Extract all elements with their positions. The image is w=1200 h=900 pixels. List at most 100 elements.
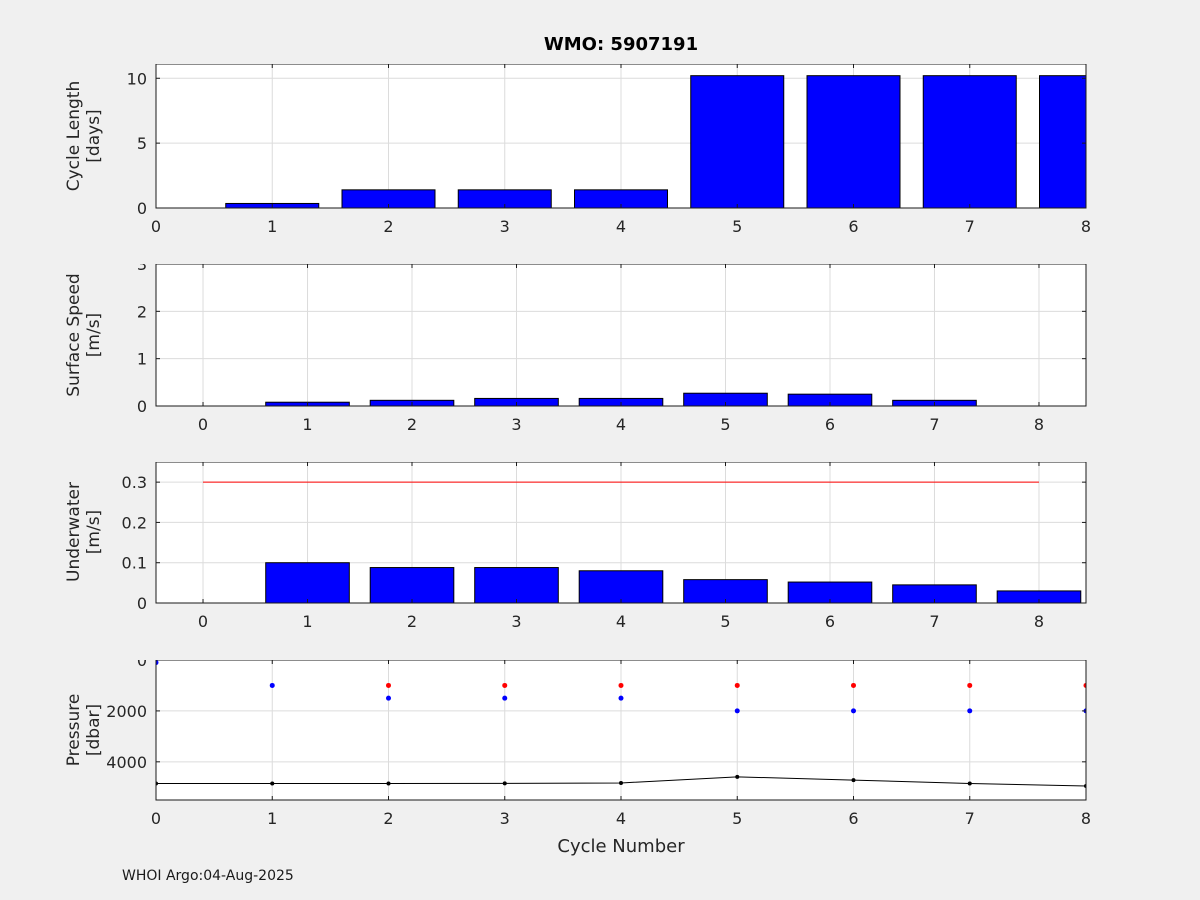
max-pressure-marker [735, 774, 740, 779]
profile-pressure-series [386, 682, 1086, 688]
x-tick-label: 2 [383, 217, 393, 236]
profile-pressure-marker [967, 682, 973, 688]
bar-cycle-4 [578, 570, 664, 603]
bars [225, 75, 1086, 208]
y-tick-label: 0.3 [122, 473, 147, 492]
x-tick-labels: 0 1 2 3 4 5 6 7 8 [198, 415, 1044, 434]
bar-cycle-3 [457, 189, 552, 208]
x-tick-label: 2 [383, 809, 393, 828]
bar-cycle-8 [996, 590, 1082, 603]
axes-box [155, 64, 1087, 209]
bar-cycle-4 [574, 189, 668, 208]
x-tick-label: 6 [825, 612, 835, 631]
x-tick-label: 8 [1081, 217, 1091, 236]
x-axis-label: Cycle Number [557, 836, 685, 857]
bar-cycle-7 [922, 75, 1017, 208]
park-pressure-marker [502, 695, 508, 701]
profile-pressure-marker [502, 682, 508, 688]
max-pressure-marker [851, 778, 856, 783]
axes-box [155, 660, 1087, 801]
x-tick-label: 3 [500, 217, 510, 236]
park-pressure-marker [386, 695, 391, 701]
max-pressure-marker [270, 781, 275, 786]
x-tick-labels: 0 1 2 3 4 5 6 7 8 [151, 809, 1091, 828]
x-tick-label: 0 [198, 415, 208, 434]
x-tick-label: 3 [511, 415, 521, 434]
x-tick-label: 4 [616, 415, 626, 434]
cycle-length-data [225, 75, 1086, 208]
bar-cycle-2 [341, 189, 436, 208]
x-tick-label: 3 [500, 809, 510, 828]
axes-box [155, 264, 1087, 407]
profile-pressure-marker [851, 682, 856, 688]
bar-cycle-2 [369, 567, 455, 603]
x-tick-label: 1 [302, 415, 312, 434]
y-tick-label: 5 [137, 134, 147, 153]
pressure-data [156, 660, 1086, 788]
surface-speed-plot: 0 1 2 3 4 5 6 7 8 0 1 2 3 [137, 264, 1087, 434]
axes-box [155, 462, 1087, 604]
y-tick-label: 0.2 [122, 513, 147, 532]
x-tick-label: 1 [302, 612, 312, 631]
bar-cycle-5 [690, 75, 785, 208]
profile-pressure-marker [734, 682, 740, 688]
max-pressure-marker [502, 781, 507, 786]
x-tick-label: 4 [616, 217, 626, 236]
x-tick-label: 2 [407, 612, 417, 631]
x-tick-label: 5 [720, 415, 730, 434]
bar-cycle-5 [683, 392, 768, 406]
bar-cycle-8 [1039, 75, 1086, 208]
underwater-speed-data [203, 481, 1082, 603]
park-pressure-marker [851, 708, 856, 714]
y-tick-label: 0 [137, 660, 147, 670]
profile-pressure-marker [618, 682, 624, 688]
profile-pressure-marker [386, 682, 391, 688]
max-pressure-marker [967, 781, 972, 786]
underwater-speed-plot: 0 1 2 3 4 5 6 7 8 0 0.1 0.2 0.3 [122, 462, 1087, 631]
bar-cycle-6 [787, 393, 873, 406]
y-tick-label: 2 [137, 302, 147, 321]
bar-cycle-6 [787, 581, 873, 603]
bars [265, 562, 1082, 603]
x-tick-label: 0 [198, 612, 208, 631]
x-tick-label: 8 [1034, 415, 1044, 434]
bar-cycle-3 [474, 567, 559, 603]
x-tick-label: 0 [151, 217, 161, 236]
grid-lines [156, 264, 1086, 406]
x-tick-label: 1 [267, 217, 277, 236]
x-tick-label: 7 [929, 612, 939, 631]
x-tick-label: 4 [616, 809, 626, 828]
x-tick-label: 7 [965, 809, 975, 828]
y-tick-labels: 0 2000 4000 [106, 660, 147, 772]
y-tick-label: 0.1 [122, 554, 147, 573]
x-tick-label: 7 [965, 217, 975, 236]
x-tick-label: 3 [511, 612, 521, 631]
x-tick-label: 6 [825, 415, 835, 434]
max-pressure-marker [386, 781, 391, 786]
y-tick-labels: 0 0.1 0.2 0.3 [122, 473, 147, 613]
footer-annotation: WHOI Argo:04-Aug-2025 [122, 868, 294, 884]
page-title: WMO: 5907191 [543, 34, 699, 55]
max-pressure-marker [619, 780, 623, 785]
y-tick-label: 2000 [106, 702, 147, 721]
x-tick-labels: 0 1 2 3 4 5 6 7 8 [151, 217, 1091, 236]
y-tick-label: 10 [127, 69, 147, 88]
max-pressure-series [156, 774, 1086, 788]
y-tick-label: 3 [137, 264, 147, 274]
cycle-length-plot: 0 1 2 3 4 5 6 7 8 0 5 10 [127, 64, 1091, 236]
bar-cycle-1 [265, 562, 350, 603]
x-tick-label: 6 [848, 809, 858, 828]
y-tick-label: 4000 [106, 753, 147, 772]
profile-pressure-marker [1083, 682, 1086, 688]
x-tick-label: 1 [267, 809, 277, 828]
y-tick-label: 0 [137, 199, 147, 218]
x-tick-label: 8 [1081, 809, 1091, 828]
bar-cycle-5 [683, 579, 768, 603]
x-tick-label: 0 [151, 809, 161, 828]
x-tick-label: 8 [1034, 612, 1044, 631]
y-tick-labels: 0 1 2 3 [137, 264, 147, 416]
park-pressure-marker [734, 708, 740, 714]
x-tick-label: 5 [732, 217, 742, 236]
park-pressure-marker [967, 708, 973, 714]
